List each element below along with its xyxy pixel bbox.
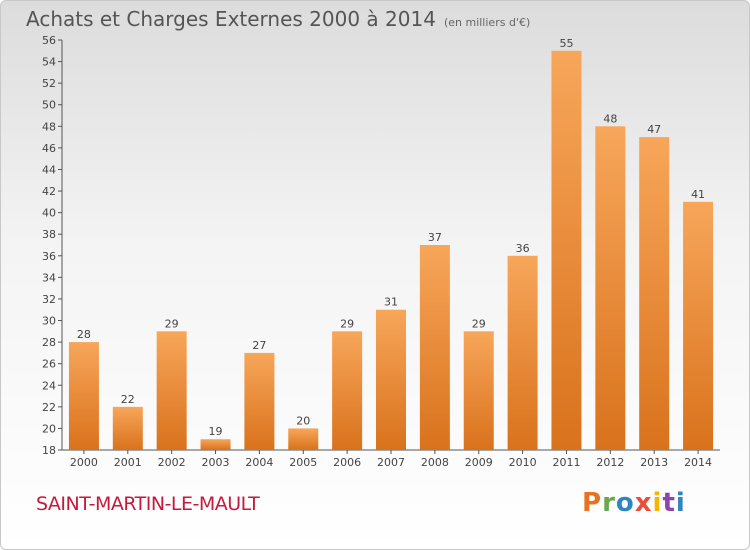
bar-2006 (332, 331, 363, 450)
y-tick-label: 22 (42, 401, 56, 414)
x-tick-label: 2007 (377, 456, 405, 469)
x-tick-label: 2002 (158, 456, 186, 469)
bar-2003 (200, 439, 231, 450)
y-tick-label: 54 (42, 56, 56, 69)
x-tick-label: 2011 (552, 456, 580, 469)
x-tick-label: 2000 (70, 456, 98, 469)
y-tick-label: 44 (42, 163, 56, 176)
y-tick-label: 28 (42, 336, 56, 349)
chart-title: Achats et Charges Externes 2000 à 2014 (e… (26, 7, 530, 31)
y-tick-label: 52 (42, 77, 56, 90)
y-tick-label: 50 (42, 99, 56, 112)
y-tick-label: 30 (42, 315, 56, 328)
bars (68, 50, 714, 450)
data-label: 29 (340, 317, 354, 330)
x-tick-label: 2008 (421, 456, 449, 469)
bar-2007 (376, 309, 406, 450)
y-tick-label: 20 (42, 422, 56, 435)
chart-title-text: Achats et Charges Externes 2000 à 2014 (26, 7, 436, 31)
y-tick-label: 48 (42, 120, 56, 133)
data-label: 47 (647, 123, 661, 136)
y-tick-label: 24 (42, 379, 56, 392)
commune-name: SAINT-MARTIN-LE-MAULT (36, 493, 260, 515)
data-labels: 28 22 29 19 27 20 29 31 37 29 36 55 48 47 41 (77, 37, 705, 438)
y-tick-label: 34 (42, 271, 56, 284)
x-tick-label: 2009 (465, 456, 493, 469)
y-tick-label: 32 (42, 293, 56, 306)
bar-2004 (244, 352, 275, 450)
data-label: 29 (165, 317, 179, 330)
data-label: 27 (252, 339, 266, 352)
y-tick-label: 36 (42, 250, 56, 263)
y-tick-label: 42 (42, 185, 56, 198)
x-tick-label: 2010 (509, 456, 537, 469)
y-tick-label: 40 (42, 207, 56, 220)
bar-2008 (419, 245, 450, 450)
chart-subtitle: (en milliers d'€) (443, 16, 531, 29)
y-tick-label: 38 (42, 228, 56, 241)
x-tick-label: 2006 (333, 456, 361, 469)
bar-2010 (507, 255, 538, 450)
data-label: 31 (384, 296, 398, 309)
data-label: 55 (559, 37, 573, 50)
data-label: 48 (603, 112, 617, 125)
x-tick-label: 2001 (114, 456, 142, 469)
y-tick-label: 46 (42, 142, 56, 155)
x-tick-label: 2012 (596, 456, 624, 469)
data-label: 29 (472, 317, 486, 330)
data-label: 20 (296, 414, 310, 427)
y-tick-label: 26 (42, 358, 56, 371)
data-label: 22 (121, 393, 135, 406)
data-label: 19 (209, 425, 223, 438)
x-tick-label: 2005 (289, 456, 317, 469)
data-label: 36 (516, 242, 530, 255)
bar-2009 (463, 331, 494, 450)
data-label: 28 (77, 328, 91, 341)
bar-2005 (288, 428, 319, 450)
x-tick-label: 2004 (245, 456, 273, 469)
proxiti-logo: Proxiti (582, 488, 686, 518)
data-label: 41 (691, 188, 705, 201)
bar-2013 (639, 137, 670, 450)
x-tick-label: 2003 (202, 456, 230, 469)
bar-2014 (683, 201, 714, 450)
y-tick-label: 18 (42, 444, 56, 457)
bar-2002 (156, 331, 187, 450)
x-tick-label: 2014 (684, 456, 712, 469)
x-tick-label: 2013 (640, 456, 668, 469)
bar-2001 (112, 406, 143, 450)
bar-2012 (595, 126, 626, 450)
y-tick-label: 56 (42, 34, 56, 47)
data-label: 37 (428, 231, 442, 244)
bar-2000 (68, 342, 99, 450)
bar-2011 (551, 50, 582, 450)
